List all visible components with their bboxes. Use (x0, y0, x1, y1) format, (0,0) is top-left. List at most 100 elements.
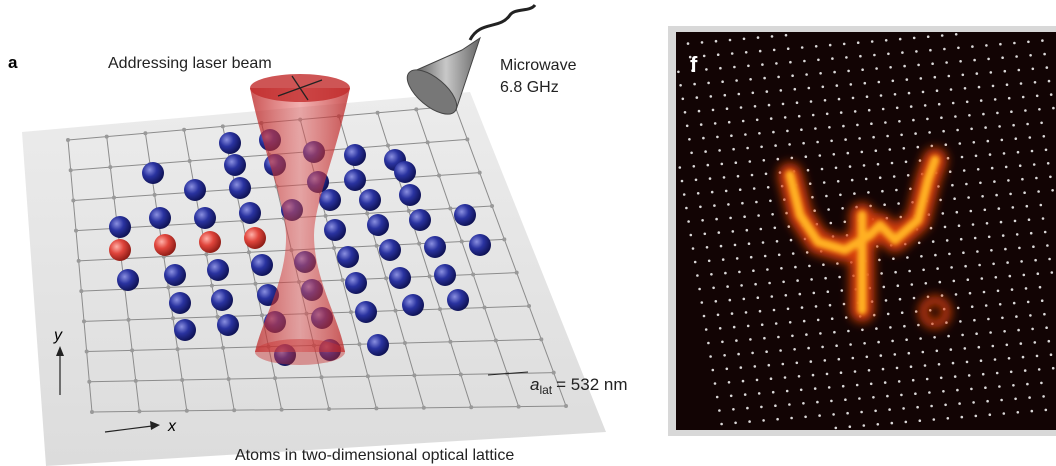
lattice-dot (895, 189, 898, 192)
lattice-dot (896, 107, 899, 110)
lattice-dot (776, 418, 779, 421)
lattice-dot (973, 141, 976, 144)
lattice-dot (898, 380, 901, 383)
lattice-dot (939, 281, 942, 284)
lattice-dot (819, 332, 822, 335)
grid-node (247, 250, 251, 254)
lattice-dot (836, 84, 839, 87)
grid-node (253, 282, 257, 286)
lattice-dot (913, 37, 916, 40)
lattice-dot (1026, 205, 1029, 208)
lattice-dot (707, 342, 710, 345)
lattice-dot (801, 306, 804, 309)
lattice-dot (812, 374, 815, 377)
lattice-dot (788, 403, 791, 406)
lattice-dot (693, 83, 696, 86)
lattice-dot (987, 58, 990, 61)
lattice-dot (794, 88, 797, 91)
lattice-dot (824, 277, 827, 280)
lattice-dot (679, 84, 682, 87)
lattice-dot (789, 321, 792, 324)
lattice-dot (1051, 189, 1054, 192)
lattice-dot (771, 35, 774, 38)
atom (164, 264, 186, 286)
lattice-dot (1012, 384, 1015, 387)
y-axis-label: y (53, 327, 63, 344)
lattice-dot (1012, 206, 1015, 209)
lattice-dot (769, 200, 772, 203)
lattice-dot (1041, 39, 1044, 42)
lattice-dot (1043, 53, 1046, 56)
lattice-dot (810, 100, 813, 103)
grid-node (341, 278, 345, 282)
lattice-dot (1015, 137, 1018, 140)
lattice-dot (932, 240, 935, 243)
grid-node (515, 271, 519, 275)
lattice-dot (1043, 135, 1046, 138)
lattice-dot (1029, 314, 1032, 317)
grid-node (176, 347, 180, 351)
lattice-dot (824, 359, 827, 362)
lattice-dot (1050, 93, 1053, 96)
lattice-dot (852, 97, 855, 100)
lattice-dot (707, 164, 710, 167)
lattice-dot (723, 354, 726, 357)
lattice-dot (721, 163, 724, 166)
lattice-dot (863, 424, 866, 427)
lattice-dot (822, 86, 825, 89)
lattice-dot (799, 293, 802, 296)
lattice-dot (690, 234, 693, 237)
lattice-dot (967, 196, 970, 199)
atom (394, 161, 416, 183)
lattice-dot (701, 219, 704, 222)
lattice-dot (1033, 163, 1036, 166)
lattice-dot (867, 191, 870, 194)
atom (219, 132, 241, 154)
lattice-dot (975, 155, 978, 158)
grid-node (471, 273, 475, 277)
lattice-dot (817, 59, 820, 62)
lattice-dot (849, 343, 852, 346)
lattice-dot (773, 309, 776, 312)
lattice-dot (928, 131, 931, 134)
lattice-dot (987, 318, 990, 321)
grid-node (232, 408, 236, 412)
lattice-dot (989, 413, 992, 416)
lattice-dot (1004, 248, 1007, 251)
grid-node (153, 193, 157, 197)
lattice-dot (981, 277, 984, 280)
lattice-dot (810, 360, 813, 363)
lattice-dot (884, 381, 887, 384)
grid-node (112, 196, 116, 200)
lattice-dot (794, 266, 797, 269)
lattice-dot (740, 106, 743, 109)
lattice-dot (1045, 409, 1048, 412)
lattice-dot (733, 66, 736, 69)
lattice-dot (868, 369, 871, 372)
lattice-dot (711, 191, 714, 194)
grid-node (324, 214, 328, 218)
lattice-dot (808, 87, 811, 90)
lattice-dot (905, 421, 908, 424)
grid-node (564, 404, 568, 408)
lattice-dot (712, 109, 715, 112)
lattice-dot (857, 41, 860, 44)
lattice-dot (828, 126, 831, 129)
lattice-dot (878, 259, 881, 262)
lattice-dot (756, 119, 759, 122)
lattice-dot (788, 225, 791, 228)
lattice-dot (743, 298, 746, 301)
lattice-dot (815, 305, 818, 308)
grid-node (394, 309, 398, 313)
grid-node (407, 209, 411, 213)
lattice-dot (928, 391, 931, 394)
lattice-dot (885, 299, 888, 302)
grid-node (376, 111, 380, 115)
atom (224, 154, 246, 176)
lattice-dot (752, 92, 755, 95)
lattice-dot (1006, 83, 1009, 86)
lattice-dot (735, 79, 738, 82)
lattice-dot (959, 320, 962, 323)
lattice-dot (735, 339, 738, 342)
lattice-dot (763, 77, 766, 80)
